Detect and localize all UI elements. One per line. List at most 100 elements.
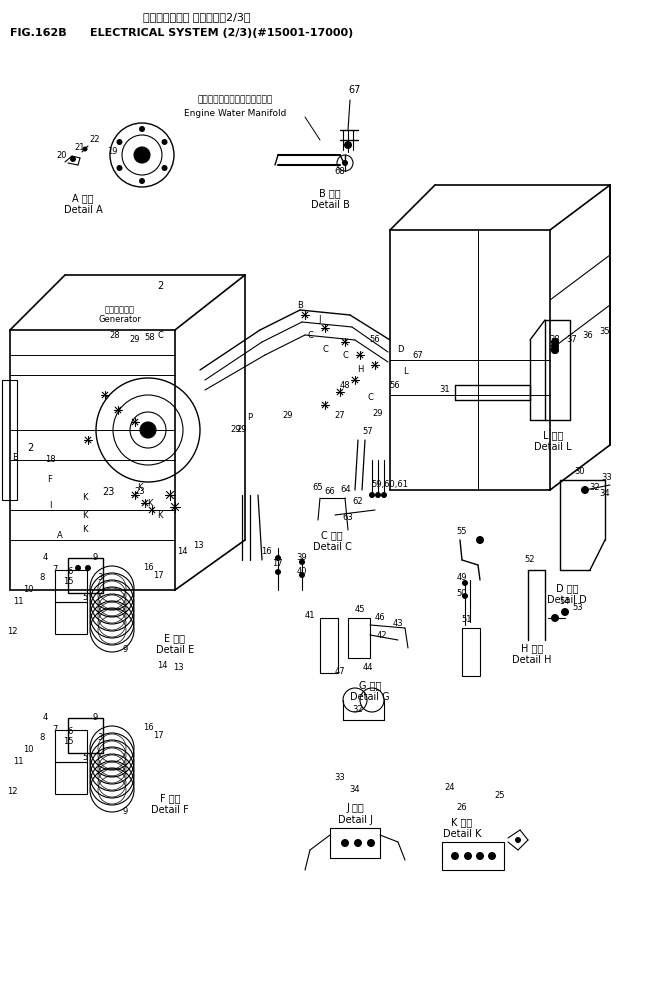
Circle shape <box>476 536 484 544</box>
Bar <box>462 628 480 676</box>
Bar <box>68 718 103 753</box>
Text: H 詳細: H 詳細 <box>521 643 543 653</box>
Circle shape <box>162 165 167 171</box>
Text: Engine Water Manifold: Engine Water Manifold <box>184 108 286 118</box>
Circle shape <box>515 837 521 843</box>
Text: 33: 33 <box>335 774 345 783</box>
Text: 62: 62 <box>352 497 363 506</box>
Text: 31: 31 <box>439 385 450 394</box>
Text: F 詳細: F 詳細 <box>160 793 180 803</box>
Text: D: D <box>397 346 403 355</box>
Circle shape <box>367 839 375 847</box>
Text: A 詳細: A 詳細 <box>72 193 93 203</box>
Text: K: K <box>82 494 88 502</box>
Text: 17: 17 <box>153 571 164 580</box>
Text: 33: 33 <box>602 474 613 483</box>
Circle shape <box>488 852 496 860</box>
Text: 56: 56 <box>370 336 380 345</box>
Bar <box>442 842 504 870</box>
Text: K: K <box>157 510 163 519</box>
Text: 9: 9 <box>123 645 128 654</box>
Text: 41: 41 <box>305 610 315 619</box>
Circle shape <box>462 580 468 586</box>
Text: Detail E: Detail E <box>156 645 194 655</box>
Text: 58: 58 <box>145 334 155 343</box>
Circle shape <box>462 593 468 599</box>
Text: 11: 11 <box>13 757 23 766</box>
Text: 21: 21 <box>75 144 85 153</box>
Text: 16: 16 <box>143 564 153 573</box>
Circle shape <box>581 486 589 494</box>
Text: 2: 2 <box>157 281 163 291</box>
Text: E 詳細: E 詳細 <box>164 633 186 643</box>
Text: B: B <box>297 300 303 309</box>
Text: 9: 9 <box>92 554 97 563</box>
Bar <box>68 558 103 593</box>
Text: 25: 25 <box>495 791 506 800</box>
Text: 27: 27 <box>335 410 345 419</box>
Circle shape <box>551 346 559 354</box>
Text: 40: 40 <box>297 568 307 577</box>
Text: 64: 64 <box>341 486 351 495</box>
Text: F: F <box>47 476 53 485</box>
Text: 52: 52 <box>525 556 535 565</box>
Text: 19: 19 <box>106 148 117 157</box>
Circle shape <box>369 492 375 498</box>
Text: Detail F: Detail F <box>151 805 189 815</box>
Text: K: K <box>82 510 88 519</box>
Text: Detail B: Detail B <box>311 200 349 210</box>
Circle shape <box>140 422 156 438</box>
Text: 37: 37 <box>567 336 578 345</box>
Text: C: C <box>367 393 373 402</box>
Text: 12: 12 <box>6 627 18 636</box>
Circle shape <box>551 346 559 354</box>
Text: D 詳細: D 詳細 <box>556 583 578 593</box>
Circle shape <box>75 565 81 571</box>
Text: Detail G: Detail G <box>350 692 390 702</box>
Text: 35: 35 <box>600 327 610 337</box>
Text: 28: 28 <box>110 331 120 340</box>
Text: C: C <box>342 351 348 360</box>
Circle shape <box>299 559 305 565</box>
Text: C 詳細: C 詳細 <box>321 530 343 540</box>
Text: 8: 8 <box>40 574 45 583</box>
Text: 63: 63 <box>343 513 353 522</box>
Text: ELECTRICAL SYSTEM (2/3)(#15001-17000): ELECTRICAL SYSTEM (2/3)(#15001-17000) <box>90 28 353 38</box>
Text: 23: 23 <box>135 488 145 496</box>
Circle shape <box>82 147 88 152</box>
Text: 6: 6 <box>67 727 73 736</box>
Text: 20: 20 <box>56 151 67 160</box>
Text: 30: 30 <box>574 468 585 477</box>
Text: Detail K: Detail K <box>443 829 482 839</box>
Text: 29: 29 <box>283 410 293 419</box>
Circle shape <box>116 165 123 171</box>
Text: 17: 17 <box>272 559 282 568</box>
Text: 4: 4 <box>42 714 47 722</box>
Circle shape <box>561 608 569 616</box>
Text: 12: 12 <box>6 788 18 797</box>
Circle shape <box>342 160 348 166</box>
Text: 42: 42 <box>377 630 387 639</box>
Text: K: K <box>147 498 153 507</box>
Circle shape <box>116 139 123 145</box>
Bar <box>330 828 380 858</box>
Text: 48: 48 <box>339 381 350 389</box>
Text: 6: 6 <box>67 568 73 577</box>
Text: 9: 9 <box>92 714 97 722</box>
Circle shape <box>299 572 305 578</box>
Bar <box>55 570 87 602</box>
Text: FIG.162B: FIG.162B <box>10 28 67 38</box>
Text: ジェネレータ: ジェネレータ <box>105 305 135 314</box>
Text: Detail J: Detail J <box>337 815 373 825</box>
Circle shape <box>162 139 167 145</box>
Circle shape <box>551 338 559 346</box>
Text: J 詳細: J 詳細 <box>346 803 364 813</box>
Text: C: C <box>307 331 313 340</box>
Circle shape <box>275 555 281 561</box>
Text: 13: 13 <box>173 664 183 673</box>
Text: 59,60,61: 59,60,61 <box>371 480 408 489</box>
Text: 51: 51 <box>461 615 472 624</box>
Text: 67: 67 <box>349 85 361 95</box>
Text: 26: 26 <box>457 804 467 813</box>
Text: 65: 65 <box>313 484 323 493</box>
